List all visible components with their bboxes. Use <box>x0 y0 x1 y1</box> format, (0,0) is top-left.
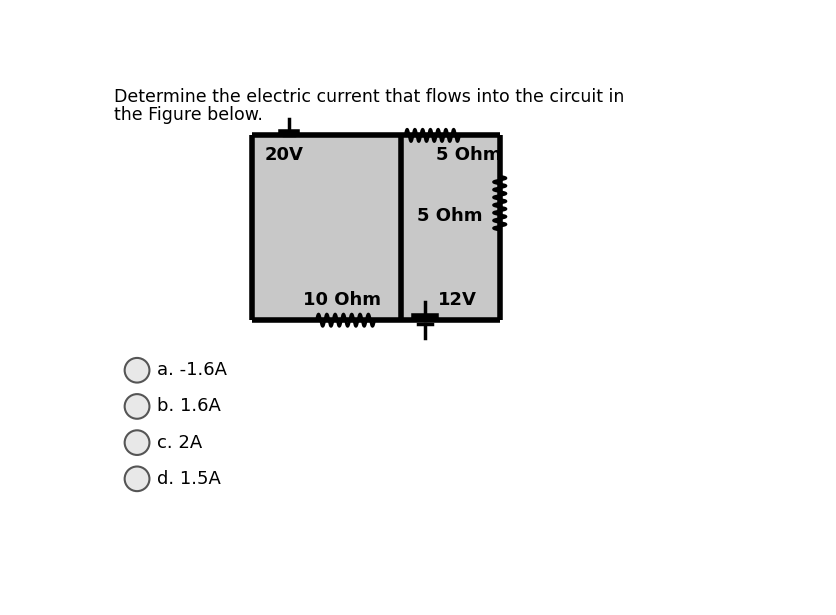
Text: a. -1.6A: a. -1.6A <box>157 361 227 379</box>
Bar <box>252 135 500 320</box>
Text: 20V: 20V <box>264 146 303 164</box>
Text: 5 Ohm: 5 Ohm <box>436 146 502 164</box>
Text: 5 Ohm: 5 Ohm <box>417 207 482 225</box>
Circle shape <box>125 467 150 491</box>
Text: the Figure below.: the Figure below. <box>114 106 263 124</box>
Text: 10 Ohm: 10 Ohm <box>303 292 380 309</box>
Circle shape <box>125 430 150 455</box>
Circle shape <box>125 394 150 419</box>
Text: b. 1.6A: b. 1.6A <box>157 397 221 416</box>
Text: Determine the electric current that flows into the circuit in: Determine the electric current that flow… <box>114 88 624 106</box>
Text: 12V: 12V <box>438 292 477 309</box>
Text: d. 1.5A: d. 1.5A <box>157 470 221 488</box>
Circle shape <box>125 358 150 383</box>
Text: c. 2A: c. 2A <box>157 434 202 451</box>
